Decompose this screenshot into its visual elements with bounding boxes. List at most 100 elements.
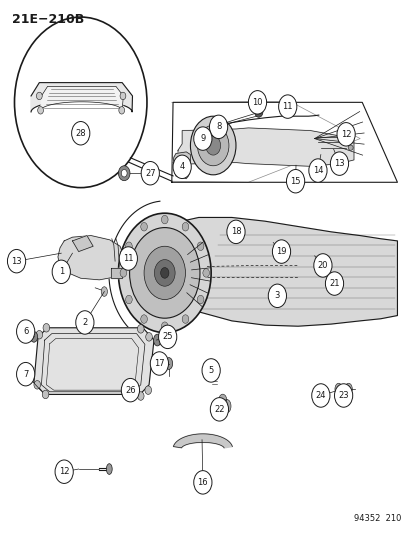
Circle shape (209, 115, 227, 139)
Circle shape (144, 246, 185, 300)
Polygon shape (58, 236, 124, 280)
Circle shape (129, 228, 199, 318)
Circle shape (248, 91, 266, 114)
Circle shape (140, 222, 147, 231)
Circle shape (202, 269, 209, 277)
Circle shape (36, 330, 43, 339)
Text: 17: 17 (154, 359, 164, 368)
Ellipse shape (165, 358, 172, 369)
Text: 22: 22 (214, 405, 224, 414)
Circle shape (161, 215, 168, 224)
Ellipse shape (101, 287, 107, 296)
Text: 12: 12 (340, 130, 351, 139)
Circle shape (17, 362, 35, 386)
Polygon shape (72, 236, 93, 252)
Text: 12: 12 (59, 467, 69, 476)
Circle shape (125, 242, 132, 251)
Circle shape (55, 460, 73, 483)
Polygon shape (34, 328, 154, 394)
Ellipse shape (343, 134, 348, 140)
Text: 7: 7 (23, 370, 28, 378)
Circle shape (197, 125, 228, 166)
Polygon shape (173, 152, 190, 179)
Circle shape (190, 116, 235, 175)
Circle shape (210, 398, 228, 421)
Text: 14: 14 (312, 166, 323, 175)
Text: 25: 25 (162, 333, 173, 341)
Ellipse shape (218, 394, 226, 407)
Circle shape (43, 324, 50, 332)
Circle shape (17, 320, 35, 343)
Circle shape (286, 169, 304, 193)
Text: 11: 11 (282, 102, 292, 111)
Text: 10: 10 (252, 98, 262, 107)
Circle shape (193, 471, 211, 494)
Ellipse shape (222, 400, 230, 413)
Circle shape (119, 247, 137, 270)
Circle shape (14, 17, 147, 188)
Circle shape (336, 123, 354, 146)
Ellipse shape (106, 464, 112, 474)
Text: 28: 28 (75, 129, 86, 138)
Ellipse shape (334, 383, 342, 395)
Circle shape (202, 359, 220, 382)
Text: 94352  210: 94352 210 (354, 514, 401, 523)
Circle shape (161, 322, 168, 330)
Circle shape (121, 169, 127, 177)
Circle shape (118, 213, 211, 333)
Text: 1: 1 (59, 268, 64, 276)
Ellipse shape (347, 145, 352, 150)
Text: 21E−210B: 21E−210B (12, 13, 85, 26)
Circle shape (160, 268, 169, 278)
Polygon shape (169, 217, 396, 326)
Circle shape (36, 92, 42, 100)
Text: 9: 9 (200, 134, 205, 143)
Polygon shape (41, 86, 123, 110)
Ellipse shape (153, 334, 161, 346)
Ellipse shape (344, 383, 351, 395)
Circle shape (38, 107, 43, 114)
Polygon shape (31, 83, 132, 112)
Circle shape (311, 384, 329, 407)
Text: 16: 16 (197, 478, 208, 487)
Text: 26: 26 (125, 386, 135, 394)
Circle shape (150, 352, 168, 375)
Text: 13: 13 (11, 257, 22, 265)
Circle shape (272, 240, 290, 263)
Circle shape (226, 220, 244, 244)
Circle shape (278, 95, 296, 118)
Ellipse shape (210, 360, 218, 373)
Text: 3: 3 (274, 292, 279, 300)
Ellipse shape (30, 332, 38, 342)
Text: 4: 4 (179, 163, 184, 171)
Circle shape (141, 161, 159, 185)
Ellipse shape (344, 140, 349, 145)
Text: 15: 15 (290, 177, 300, 185)
Circle shape (137, 325, 144, 333)
Circle shape (42, 390, 49, 399)
Circle shape (34, 381, 40, 389)
Text: 20: 20 (317, 261, 328, 270)
Text: 18: 18 (230, 228, 241, 236)
Circle shape (197, 242, 204, 251)
Polygon shape (173, 434, 232, 448)
Circle shape (7, 249, 26, 273)
Circle shape (334, 384, 352, 407)
Circle shape (120, 92, 126, 100)
Circle shape (254, 107, 262, 117)
Text: 2: 2 (82, 318, 87, 327)
Circle shape (182, 222, 188, 231)
Circle shape (119, 107, 124, 114)
Circle shape (145, 333, 152, 341)
Text: 27: 27 (145, 169, 155, 177)
Circle shape (125, 295, 132, 304)
Text: 24: 24 (315, 391, 325, 400)
Circle shape (173, 155, 191, 179)
Circle shape (120, 269, 126, 277)
Circle shape (52, 260, 70, 284)
Text: 23: 23 (337, 391, 348, 400)
Text: 11: 11 (123, 254, 133, 263)
Circle shape (330, 152, 348, 175)
Circle shape (154, 260, 175, 286)
Circle shape (76, 311, 94, 334)
